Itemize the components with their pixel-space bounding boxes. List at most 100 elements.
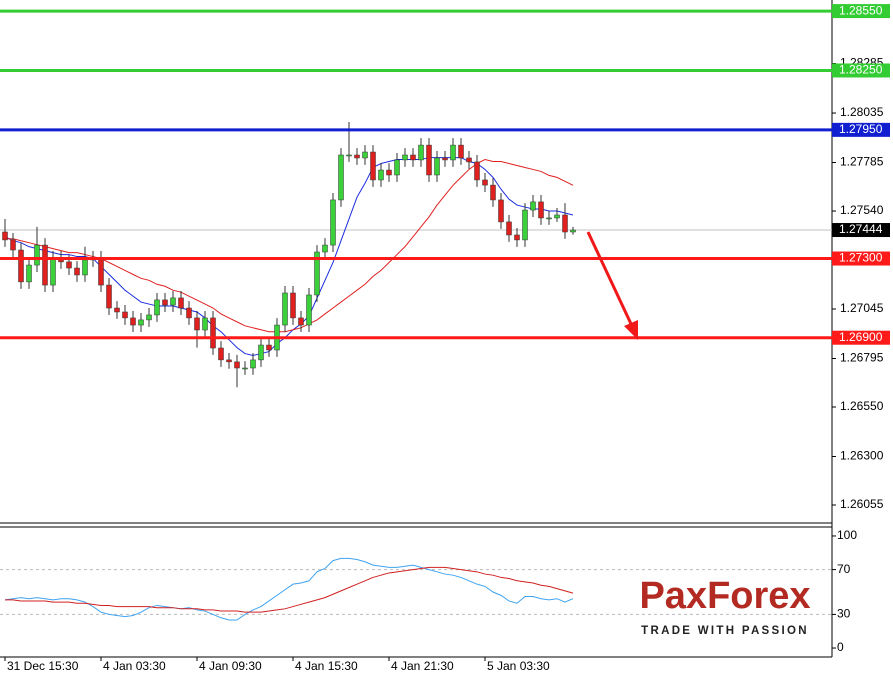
y-tick-label: 70 — [837, 562, 851, 576]
candle-body — [130, 317, 136, 326]
candle-body — [242, 367, 248, 370]
candle-body — [450, 144, 456, 161]
level-label: 1.28250 — [839, 63, 883, 77]
candle-body — [562, 214, 568, 233]
y-tick-label: 1.27045 — [840, 301, 884, 315]
candle-body — [178, 297, 184, 309]
candle-body — [346, 154, 352, 157]
candle-body — [234, 361, 240, 369]
candle-body — [362, 151, 368, 159]
candle-body — [258, 344, 264, 361]
candle-body — [370, 151, 376, 181]
y-tick-label: 1.26055 — [840, 497, 884, 511]
y-tick-label: 30 — [837, 607, 851, 621]
x-tick-label: 4 Jan 21:30 — [391, 659, 454, 673]
x-tick-label: 4 Jan 15:30 — [295, 659, 358, 673]
candle-body — [314, 251, 320, 296]
candle-body — [50, 257, 56, 286]
candle-body — [458, 144, 464, 159]
level-label-box — [832, 4, 890, 19]
candle-body — [82, 259, 88, 276]
candle-body — [186, 307, 192, 319]
indicator-line — [5, 566, 574, 613]
arrow-shaft — [586, 231, 634, 327]
candle-body — [170, 297, 176, 306]
candle-body — [298, 317, 304, 326]
candle-body — [442, 157, 448, 161]
level-label-box — [832, 63, 890, 78]
candle-body — [530, 201, 536, 211]
candle-body — [506, 221, 512, 236]
candle-body — [250, 359, 256, 369]
candle-body — [106, 284, 112, 309]
candle-body — [306, 294, 312, 326]
y-tick-label: 1.26550 — [840, 399, 884, 413]
candle-body — [66, 261, 72, 269]
candle-body — [538, 201, 544, 219]
candle-body — [266, 344, 272, 351]
level-label: 1.27950 — [839, 122, 883, 136]
candle-body — [466, 157, 472, 163]
candle-body — [570, 229, 576, 233]
candle-body — [410, 154, 416, 161]
candle-body — [138, 319, 144, 326]
indicator-line — [4, 557, 574, 621]
candle-body — [322, 244, 328, 253]
candle-body — [354, 154, 360, 159]
candle-body — [546, 217, 552, 220]
y-tick-label: 0 — [837, 640, 844, 654]
logo: PaxForex TRADE WITH PASSION — [639, 575, 810, 637]
candle-body — [330, 199, 336, 246]
level-label-box — [832, 122, 890, 137]
y-tick-label: 1.27540 — [840, 203, 884, 217]
candle-body — [338, 154, 344, 201]
candle-body — [474, 161, 480, 181]
level-label-box — [832, 330, 890, 345]
candle-body — [218, 347, 224, 361]
candle-body — [114, 307, 120, 313]
candle-body — [386, 169, 392, 176]
candle-body — [522, 209, 528, 241]
y-tick-label: 100 — [837, 528, 857, 542]
candle-body — [490, 184, 496, 201]
candle-body — [482, 179, 488, 186]
candle-body — [18, 249, 24, 283]
candle-body — [34, 244, 40, 266]
y-tick-label: 1.28035 — [840, 105, 884, 119]
level-label: 1.27300 — [839, 251, 883, 265]
candle-body — [426, 144, 432, 176]
level-label-box — [832, 251, 890, 266]
candle-body — [162, 299, 168, 306]
last-price-box — [832, 223, 890, 238]
candle-body — [194, 317, 200, 331]
y-tick-label: 1.26300 — [840, 449, 884, 463]
candle-body — [554, 214, 560, 219]
candle-body — [290, 292, 296, 319]
candle-body — [394, 159, 400, 176]
candle-body — [226, 359, 232, 363]
candle-body — [210, 317, 216, 349]
candle-body — [402, 154, 408, 161]
candle-body — [122, 311, 128, 319]
candle-body — [26, 264, 32, 283]
x-tick-label: 4 Jan 03:30 — [103, 659, 166, 673]
candle-body — [498, 199, 504, 223]
candle-body — [10, 239, 16, 251]
candle-body — [434, 157, 440, 176]
candle-body — [378, 169, 384, 181]
candle-body — [98, 257, 104, 286]
x-tick-label: 31 Dec 15:30 — [7, 659, 79, 673]
candle-body — [42, 244, 48, 286]
level-label: 1.26900 — [839, 330, 883, 344]
candle-body — [154, 299, 160, 316]
logo-name: PaxForex — [639, 575, 810, 617]
x-tick-label: 5 Jan 03:30 — [487, 659, 550, 673]
last-price-label: 1.27444 — [839, 222, 883, 236]
candle-body — [418, 144, 424, 161]
candle-body — [514, 234, 520, 241]
candle-body — [2, 231, 8, 241]
x-tick-label: 4 Jan 09:30 — [199, 659, 262, 673]
candle-body — [74, 267, 80, 276]
